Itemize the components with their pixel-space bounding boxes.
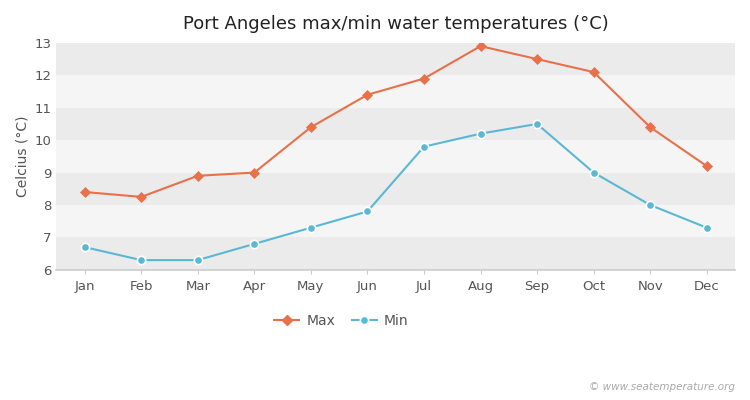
Max (646, 125, 655, 130)
Min (250, 242, 259, 246)
Max (194, 174, 202, 178)
Min (80, 245, 89, 250)
Min (532, 122, 542, 126)
Max (250, 170, 259, 175)
Min (194, 258, 202, 262)
Line: Max: Max (81, 43, 710, 200)
Min (590, 170, 598, 175)
Max (419, 76, 428, 81)
Bar (56, 172, 735, 205)
Y-axis label: Celcius (°C): Celcius (°C) (15, 116, 29, 197)
Min (476, 131, 485, 136)
Max (363, 92, 372, 97)
Max (702, 164, 711, 168)
Legend: Max, Min: Max, Min (268, 308, 414, 334)
Min (307, 225, 316, 230)
Bar (56, 43, 735, 75)
Min (419, 144, 428, 149)
Min (363, 209, 372, 214)
Max (590, 70, 598, 74)
Max (476, 44, 485, 48)
Min (136, 258, 146, 262)
Min (702, 225, 711, 230)
Line: Min: Min (80, 120, 711, 264)
Bar (56, 205, 735, 238)
Max (80, 190, 89, 194)
Min (646, 202, 655, 207)
Bar (56, 238, 735, 270)
Max (136, 194, 146, 199)
Bar (56, 75, 735, 108)
Text: © www.seatemperature.org: © www.seatemperature.org (589, 382, 735, 392)
Title: Port Angeles max/min water temperatures (°C): Port Angeles max/min water temperatures … (183, 15, 608, 33)
Max (307, 125, 316, 130)
Max (532, 57, 542, 62)
Bar (56, 140, 735, 172)
Bar (56, 108, 735, 140)
